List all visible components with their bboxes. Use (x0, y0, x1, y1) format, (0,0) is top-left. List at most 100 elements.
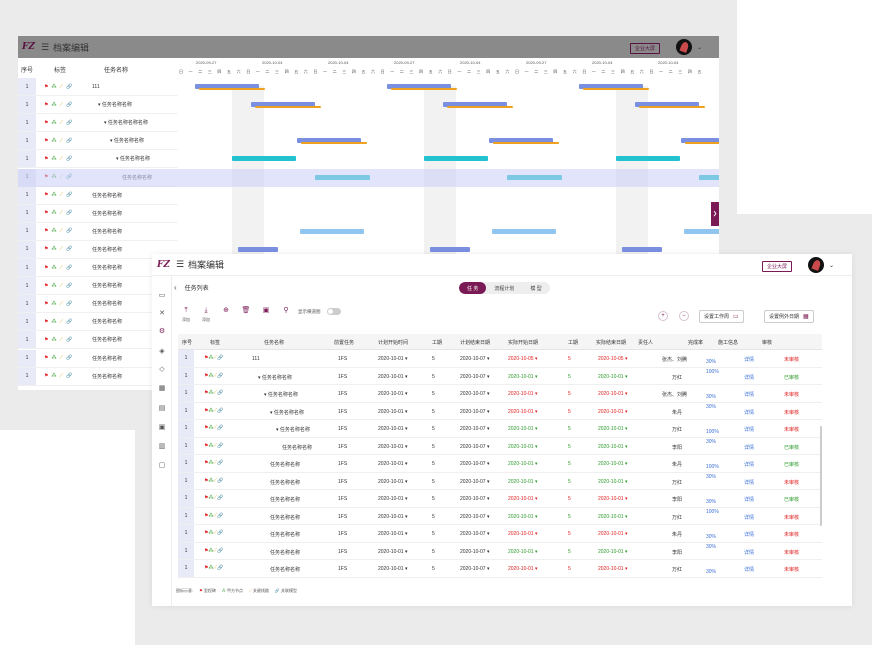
chevron-down-icon[interactable]: ▾ (624, 391, 628, 397)
task-name[interactable]: 111 (252, 356, 260, 362)
chevron-down-icon[interactable]: ▾ (534, 513, 538, 520)
plan-end-date[interactable]: 2020-10-07 ▾ (460, 566, 490, 572)
chevron-down-icon[interactable]: ▾ (486, 461, 490, 467)
plan-end-date[interactable]: 2020-10-07 ▾ (460, 408, 490, 415)
predecessor[interactable]: 1FS (338, 391, 348, 397)
plan-start-date[interactable]: 2020-10-01 ▾ (378, 566, 408, 572)
tab-model[interactable]: 模 型 (530, 285, 542, 292)
detail-link[interactable]: 详情 (744, 567, 755, 573)
chevron-down-icon[interactable]: ▾ (624, 548, 628, 555)
gantt-bar[interactable] (681, 138, 719, 144)
tools-icon[interactable]: ✕ (159, 310, 165, 317)
tab-flow-plan[interactable]: 流程计划 (494, 285, 515, 292)
table-row[interactable]: 1 ⚑⁂⟋🔗 任务名称名称 (18, 240, 178, 259)
predecessor[interactable]: 1FS (338, 356, 348, 362)
detail-link[interactable]: 详情 (744, 497, 755, 503)
actual-end-date[interactable]: 2020-10-01 ▾ (598, 443, 628, 450)
avatar[interactable] (808, 257, 824, 273)
actual-end-date[interactable]: 2020-10-05 ▾ (598, 356, 628, 362)
gantt-bar[interactable] (387, 84, 451, 89)
predecessor[interactable]: 1FS (338, 408, 348, 415)
chevron-down-icon[interactable]: ▾ (534, 373, 538, 380)
plan-start-date[interactable]: 2020-10-01 ▾ (378, 461, 408, 467)
gantt-bar[interactable] (251, 102, 315, 108)
tab-task[interactable]: 任 务 (459, 282, 487, 294)
chevron-down-icon[interactable]: ▾ (624, 356, 628, 362)
detail-link[interactable]: 详情 (744, 374, 755, 381)
plan-duration[interactable]: 5 (432, 478, 435, 485)
chevron-down-icon[interactable]: ▾ (404, 461, 408, 467)
task-name[interactable]: 任务名称名称 (282, 444, 313, 451)
task-name[interactable]: 任务名称名称 (270, 567, 301, 573)
back-icon[interactable]: ‹ (174, 282, 177, 292)
actual-duration[interactable]: 5 (568, 443, 571, 450)
task-name[interactable]: 任务名称名称 (270, 497, 301, 503)
plan-end-date[interactable]: 2020-10-07 ▾ (460, 461, 490, 467)
table-row[interactable]: 1 ⚑⁂⟋🔗 任务名称名称 (18, 222, 178, 241)
detail-link[interactable]: 详情 (744, 357, 755, 363)
table-row[interactable]: 1 ⚑⁂⟋🔗 任务名称名称 (18, 313, 178, 332)
table-row[interactable]: 1 ⚑ ⁂ ⟋ 🔗 ▾ 任务名称名称 (18, 96, 178, 115)
plan-start-date[interactable]: 2020-10-01 ▾ (378, 391, 408, 397)
plan-duration[interactable]: 5 (432, 356, 435, 362)
plan-start-date[interactable]: 2020-10-01 ▾ (378, 426, 408, 432)
plan-duration[interactable]: 5 (432, 566, 435, 572)
chevron-down-icon[interactable]: ▾ (624, 426, 628, 432)
chevron-down-icon[interactable]: ▾ (534, 566, 538, 572)
chevron-down-icon[interactable]: ▾ (486, 496, 490, 502)
task-name[interactable]: 任务名称名称 (270, 479, 301, 486)
chevron-down-icon[interactable]: ▾ (404, 356, 408, 362)
chevron-down-icon[interactable]: ▾ (534, 496, 538, 502)
plan-duration[interactable]: 5 (432, 531, 435, 537)
chevron-down-icon[interactable]: ▾ (624, 373, 628, 380)
shield-icon[interactable]: ◈ (159, 348, 165, 355)
chevron-down-icon[interactable]: ⌄ (697, 45, 703, 51)
actual-end-date[interactable]: 2020-10-01 ▾ (598, 461, 628, 467)
chevron-down-icon[interactable]: ▾ (624, 408, 628, 415)
predecessor[interactable]: 1FS (338, 548, 348, 555)
detail-link[interactable]: 详情 (744, 392, 755, 398)
actual-start-date[interactable]: 2020-10-01 ▾ (508, 461, 538, 467)
chevron-down-icon[interactable]: ▾ (534, 426, 538, 432)
plan-end-date[interactable]: 2020-10-07 ▾ (460, 478, 490, 485)
add-below-button[interactable]: ⤓ 添加 (202, 307, 210, 322)
chevron-down-icon[interactable]: ▾ (404, 513, 408, 520)
gantt-bar[interactable] (443, 102, 507, 108)
actual-duration[interactable]: 5 (568, 496, 571, 502)
gantt-bar[interactable] (622, 246, 662, 252)
task-name[interactable]: 任务名称名称 (270, 514, 301, 521)
scroll-handle[interactable]: ❯ (711, 202, 719, 226)
actual-start-date[interactable]: 2020-10-01 ▾ (508, 408, 538, 415)
table-row[interactable]: 1 ⚑⁂⟋🔗 任务名称名称 (18, 331, 178, 350)
task-name[interactable]: 任务名称名称 (270, 462, 301, 468)
folder-icon[interactable]: ▢ (158, 462, 166, 469)
actual-duration[interactable]: 5 (568, 461, 571, 467)
chevron-down-icon[interactable]: ▾ (486, 443, 490, 450)
plan-end-date[interactable]: 2020-10-07 ▾ (460, 356, 490, 362)
table-row[interactable]: 1 ⚑⁂⟋🔗 任务名称名称 (18, 277, 178, 296)
chevron-down-icon[interactable]: ▾ (624, 531, 628, 537)
chevron-down-icon[interactable]: ▾ (534, 391, 538, 397)
table-row[interactable]: 1 ⚑⁂⟋🔗 任务名称名称 1FS 2020-10-01 ▾ 5 2020-10-07 ▾ 2… (178, 472, 822, 490)
table-row[interactable]: 1 ⚑ ⁂ ⟋ 🔗 ▾ 任务名称名称 (18, 132, 178, 151)
plan-duration[interactable]: 5 (432, 426, 435, 432)
gantt-bar[interactable] (430, 246, 470, 252)
plan-duration[interactable]: 5 (432, 548, 435, 555)
detail-link[interactable]: 详情 (744, 462, 755, 468)
set-workweek-button[interactable]: 设置工作周 ▭ (699, 310, 744, 323)
plan-start-date[interactable]: 2020-10-01 ▾ (378, 443, 408, 450)
actual-start-date[interactable]: 2020-10-01 ▾ (508, 373, 538, 380)
table-row[interactable]: 1 ⚑⁂⟋🔗 任务名称名称 1FS 2020-10-01 ▾ 5 2020-10-07 ▾ 2… (178, 507, 822, 525)
detail-link[interactable]: 详情 (744, 514, 755, 521)
predecessor[interactable]: 1FS (338, 443, 348, 450)
chevron-down-icon[interactable]: ▾ (624, 513, 628, 520)
chevron-down-icon[interactable]: ▾ (624, 566, 628, 572)
detail-link[interactable]: 详情 (744, 409, 755, 416)
chevron-down-icon[interactable]: ▾ (404, 426, 408, 432)
table-row[interactable]: 1 ⚑⁂⟋🔗 任务名称名称 1FS 2020-10-01 ▾ 5 2020-10-07 ▾ 2… (178, 455, 822, 473)
actual-duration[interactable]: 5 (568, 391, 571, 397)
chevron-down-icon[interactable]: ▾ (486, 531, 490, 537)
plan-duration[interactable]: 5 (432, 391, 435, 397)
plan-start-date[interactable]: 2020-10-01 ▾ (378, 496, 408, 502)
actual-start-date[interactable]: 2020-10-01 ▾ (508, 566, 538, 572)
